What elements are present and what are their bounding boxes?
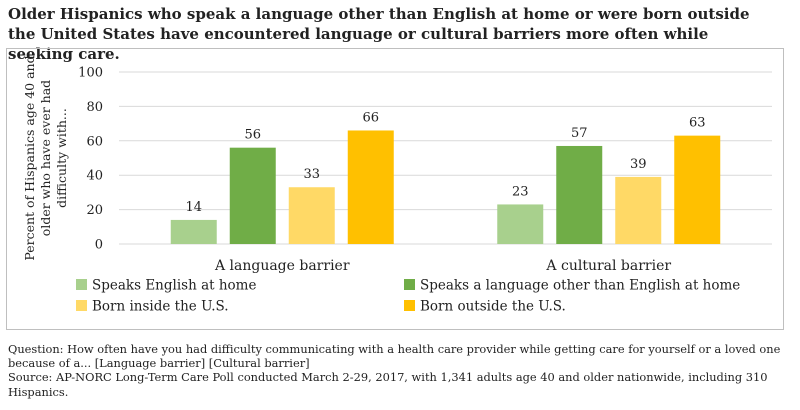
chart-title: Older Hispanics who speak a language oth… — [8, 5, 750, 63]
data-label: 66 — [362, 110, 379, 125]
data-label: 56 — [244, 128, 261, 143]
category-label: A language barrier — [214, 258, 350, 274]
bar — [615, 176, 662, 244]
bar — [170, 219, 217, 244]
bars — [170, 130, 721, 244]
legend-label: Born outside the U.S. — [420, 299, 566, 315]
bar — [347, 130, 394, 244]
y-tick-label: 100 — [78, 66, 103, 81]
y-axis-label: Percent of Hispanics age 40 andolder who… — [22, 55, 69, 260]
y-tick-label: 60 — [86, 134, 103, 149]
y-tick-label: 0 — [95, 238, 103, 253]
data-labels: 14 56 33 66 23 57 39 63 — [185, 110, 705, 214]
legend-swatch — [404, 279, 415, 290]
gridlines — [119, 71, 772, 245]
legend-swatch — [404, 300, 415, 311]
category-label: A cultural barrier — [545, 258, 671, 274]
bar — [556, 145, 603, 244]
legend-swatch — [76, 300, 87, 311]
bar — [229, 147, 276, 244]
question-note: Question: How often have you had difficu… — [8, 342, 781, 371]
y-tick-label: 20 — [86, 203, 103, 218]
legend-label: Born inside the U.S. — [92, 299, 229, 315]
data-label: 33 — [303, 167, 320, 182]
chart-notes: Question: How often have you had difficu… — [8, 342, 798, 399]
bar — [497, 204, 544, 244]
legend-label: Speaks English at home — [92, 278, 256, 294]
data-label: 14 — [185, 200, 202, 215]
bar — [674, 135, 721, 244]
y-axis-ticks: 0 20 40 60 80 100 — [78, 66, 103, 253]
legend-swatch — [76, 279, 87, 290]
legend-label: Speaks a language other than English at … — [420, 278, 740, 294]
data-label: 23 — [512, 184, 529, 199]
source-note: Source: AP-NORC Long-Term Care Poll cond… — [8, 370, 768, 399]
data-label: 63 — [689, 116, 706, 131]
data-label: 39 — [630, 157, 647, 172]
legend: Speaks English at home Speaks a language … — [76, 278, 740, 315]
bar-chart: 0 20 40 60 80 100 14 56 33 66 23 57 39 63 A language… — [22, 55, 772, 315]
data-label: 57 — [571, 126, 588, 141]
y-tick-label: 40 — [86, 169, 103, 184]
chart-frame — [6, 48, 784, 330]
category-labels: A language barrier A cultural barrier — [214, 258, 671, 274]
y-tick-label: 80 — [86, 100, 103, 115]
bar — [288, 187, 335, 244]
